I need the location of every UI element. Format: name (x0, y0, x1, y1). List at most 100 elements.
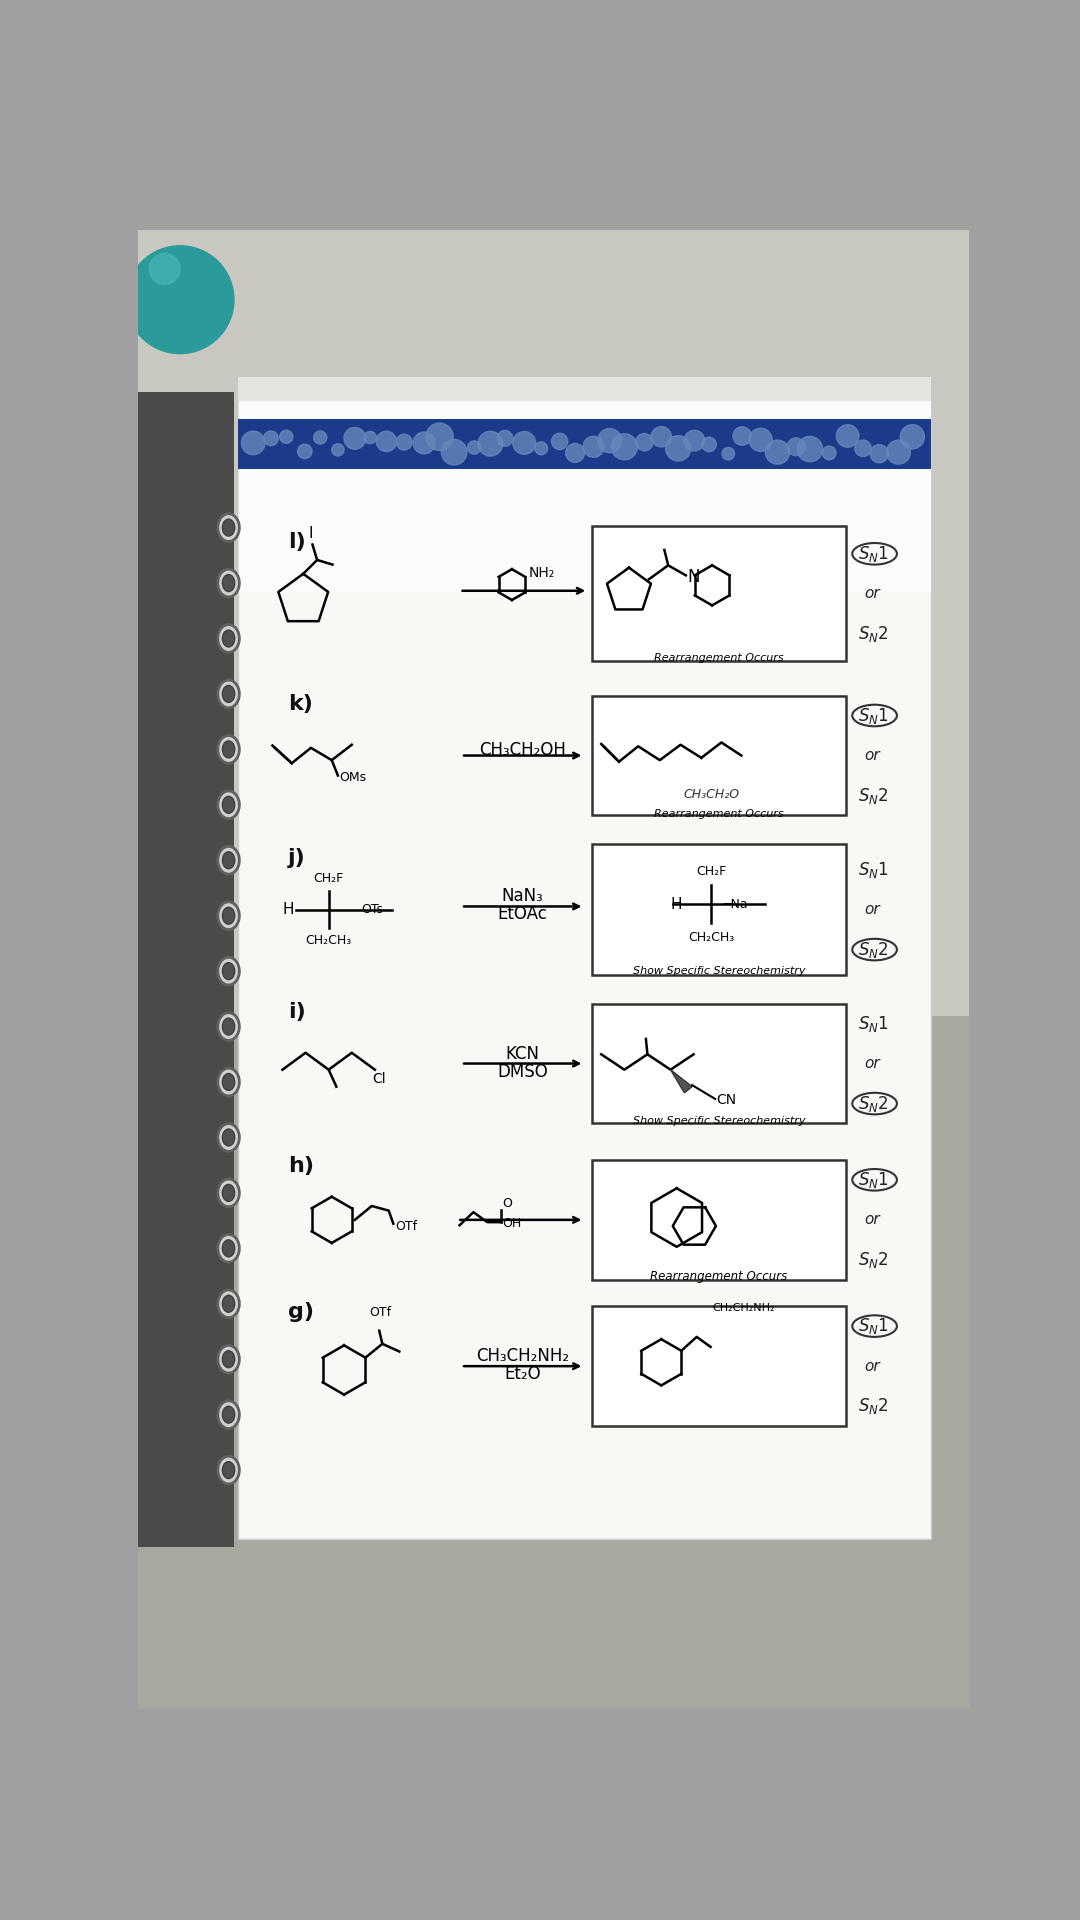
Ellipse shape (222, 685, 234, 703)
Bar (238, 419, 931, 468)
Circle shape (535, 442, 548, 455)
Circle shape (651, 426, 672, 447)
Circle shape (797, 436, 823, 463)
Text: $S_N$1: $S_N$1 (858, 860, 889, 879)
Text: Rearrangement Occurs: Rearrangement Occurs (654, 653, 784, 662)
Circle shape (702, 438, 716, 451)
Text: EtOAc: EtOAc (498, 904, 548, 924)
Text: CH₂F: CH₂F (697, 864, 727, 877)
Text: CN: CN (717, 1094, 737, 1108)
Text: or: or (864, 749, 879, 762)
Circle shape (766, 440, 789, 465)
Text: OTf: OTf (395, 1219, 417, 1233)
Circle shape (822, 445, 836, 459)
Circle shape (478, 432, 503, 457)
Text: H: H (671, 897, 683, 912)
Text: OTf: OTf (369, 1306, 392, 1319)
Ellipse shape (222, 1352, 234, 1367)
Circle shape (723, 447, 734, 461)
Ellipse shape (222, 1185, 234, 1202)
Ellipse shape (222, 1240, 234, 1258)
Circle shape (497, 430, 513, 445)
Text: O: O (502, 1196, 513, 1210)
Text: l): l) (288, 532, 306, 553)
Circle shape (684, 430, 705, 451)
Text: or: or (864, 1212, 879, 1227)
Circle shape (901, 424, 924, 449)
Circle shape (364, 432, 377, 444)
Text: $S_N$2: $S_N$2 (858, 939, 889, 960)
Ellipse shape (222, 962, 234, 979)
Ellipse shape (222, 852, 234, 868)
Circle shape (836, 424, 859, 447)
Circle shape (264, 430, 279, 445)
Circle shape (787, 438, 805, 455)
Text: Show Specific Stereochemistry: Show Specific Stereochemistry (633, 1116, 806, 1125)
Text: Show Specific Stereochemistry: Show Specific Stereochemistry (633, 966, 806, 975)
Ellipse shape (218, 1179, 240, 1208)
Ellipse shape (218, 568, 240, 597)
Ellipse shape (218, 1123, 240, 1152)
Ellipse shape (218, 958, 240, 985)
Ellipse shape (218, 1346, 240, 1373)
Circle shape (870, 445, 889, 463)
Text: KCN: KCN (505, 1044, 540, 1064)
Polygon shape (671, 1069, 692, 1092)
Text: Et₂O: Et₂O (504, 1365, 541, 1382)
Circle shape (297, 444, 312, 459)
Text: Rearrangement Occurs: Rearrangement Occurs (650, 1269, 787, 1283)
Circle shape (343, 428, 366, 449)
Text: i): i) (288, 1002, 306, 1021)
Ellipse shape (218, 847, 240, 874)
Text: j): j) (288, 849, 306, 868)
Circle shape (566, 444, 584, 463)
Bar (238, 399, 931, 1540)
Text: or: or (864, 1056, 879, 1071)
Text: $S_N$2: $S_N$2 (858, 1396, 889, 1417)
Circle shape (426, 422, 454, 451)
Ellipse shape (222, 574, 234, 591)
Ellipse shape (222, 1018, 234, 1035)
Ellipse shape (222, 518, 234, 536)
Text: CH₃CH₂OH: CH₃CH₂OH (480, 741, 566, 758)
Ellipse shape (218, 1235, 240, 1261)
Text: H: H (282, 902, 294, 918)
Text: NaN₃: NaN₃ (502, 887, 543, 906)
Circle shape (414, 432, 435, 453)
Bar (592, 1160, 846, 1279)
Text: $S_N$2: $S_N$2 (858, 624, 889, 643)
Text: CH₂F: CH₂F (313, 872, 343, 885)
Ellipse shape (222, 908, 234, 924)
Text: $S_N$1: $S_N$1 (858, 1315, 889, 1336)
Circle shape (552, 434, 568, 449)
Text: N: N (688, 568, 700, 586)
Ellipse shape (222, 1461, 234, 1478)
Text: $S_N$2: $S_N$2 (858, 1250, 889, 1269)
Text: OMs: OMs (339, 770, 366, 783)
Bar (592, 526, 846, 660)
Ellipse shape (222, 630, 234, 647)
Ellipse shape (218, 624, 240, 653)
Ellipse shape (218, 735, 240, 764)
Text: OH: OH (502, 1217, 522, 1231)
Circle shape (313, 430, 327, 444)
Circle shape (126, 246, 234, 353)
Bar (592, 845, 846, 975)
Ellipse shape (222, 797, 234, 814)
Text: $S_N$2: $S_N$2 (858, 785, 889, 806)
Text: k): k) (288, 693, 313, 714)
Ellipse shape (222, 1296, 234, 1311)
Ellipse shape (218, 1402, 240, 1428)
Text: OTs: OTs (361, 902, 383, 916)
Text: NH₂: NH₂ (529, 566, 555, 580)
Text: CH₂CH₂NH₂: CH₂CH₂NH₂ (712, 1304, 774, 1313)
Text: CH₂CH₃: CH₂CH₃ (306, 933, 352, 947)
Circle shape (513, 432, 536, 455)
Circle shape (733, 426, 752, 445)
Ellipse shape (222, 1405, 234, 1423)
Text: CH₃CH₂NH₂: CH₃CH₂NH₂ (476, 1348, 569, 1365)
Circle shape (468, 442, 481, 455)
Text: I: I (309, 526, 313, 541)
Text: ─Na: ─Na (723, 899, 747, 910)
Circle shape (332, 444, 345, 457)
